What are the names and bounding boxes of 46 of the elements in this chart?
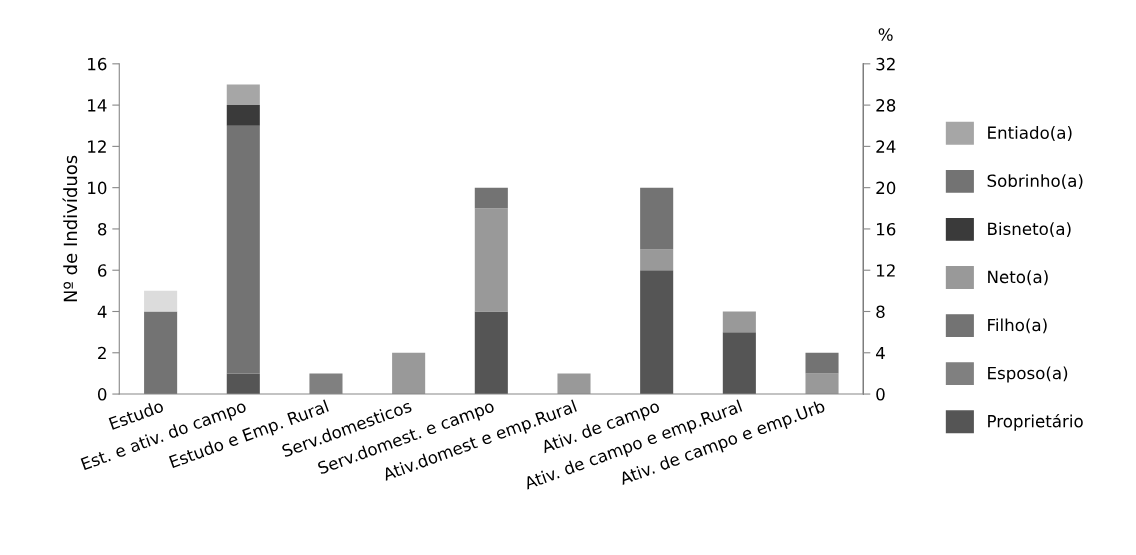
- legend-label: Esposo(a): [988, 366, 1068, 383]
- bar: [640, 270, 674, 395]
- legend-label: Sobrinho(a): [987, 174, 1083, 189]
- y-tick-label: 16: [88, 57, 107, 71]
- y2-tick-label: 12: [877, 264, 895, 277]
- bar: [722, 332, 756, 395]
- bar: [805, 373, 839, 395]
- bar: [226, 125, 260, 374]
- y-tick-label: 6: [98, 264, 107, 277]
- bar: [474, 187, 508, 209]
- x-tick-label: Estudo: [108, 399, 165, 430]
- y2-tick-label: 32: [876, 57, 895, 71]
- y2-tick-label: 0: [876, 388, 885, 401]
- y-tick-label: 12: [88, 140, 106, 153]
- bar: [640, 249, 674, 271]
- y2-tick-label: 8: [876, 305, 885, 319]
- legend-label: Bisneto(a): [988, 222, 1071, 238]
- bar: [226, 105, 260, 126]
- y2-tick-label: 4: [875, 346, 885, 360]
- y-axis-title: Nº de Indivíduos: [62, 155, 78, 302]
- y-tick-label: 8: [98, 222, 107, 236]
- legend-label: Entiado(a): [988, 126, 1072, 141]
- y2-tick-label: 28: [876, 99, 896, 112]
- y-tick-label: 4: [97, 305, 107, 318]
- bar: [805, 352, 839, 374]
- bar: [392, 352, 426, 395]
- y-tick-label: 2: [98, 346, 106, 360]
- y2-tick-label: 16: [877, 222, 896, 236]
- legend-label: Neto(a): [988, 270, 1048, 286]
- y2-tick-label: 20: [876, 181, 896, 195]
- bar: [226, 373, 260, 395]
- bar: [474, 311, 508, 395]
- y2-tick-label: 24: [876, 140, 896, 153]
- bar: [722, 311, 756, 333]
- y2-axis-title: %: [878, 28, 893, 41]
- bar: [226, 84, 260, 106]
- legend-label: Filho(a): [988, 318, 1047, 334]
- legend-label: Proprietário: [988, 413, 1083, 431]
- bar: [640, 187, 674, 250]
- y-tick-label: 10: [88, 181, 107, 195]
- bar: [557, 373, 591, 395]
- bar: [144, 311, 178, 395]
- bar: [474, 208, 508, 312]
- y-tick-label: 0: [97, 388, 107, 401]
- y-tick-label: 14: [88, 99, 107, 112]
- bar: [144, 290, 178, 312]
